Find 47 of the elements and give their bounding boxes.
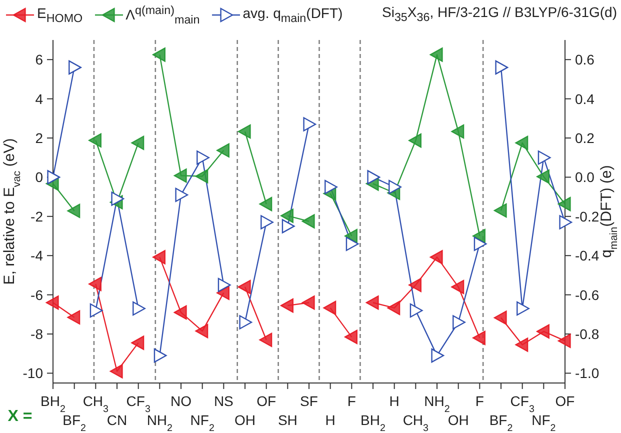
x-tick-label: NO (170, 393, 192, 409)
x-tick-label: BH$_{2}$ (360, 412, 386, 433)
y-tick-label: -4 (30, 248, 44, 264)
legend-label: avg. q$_{main}$(DFT) (242, 5, 343, 26)
x-tick-label: NH$_{2}$ (146, 412, 173, 433)
y-tick-label: -2 (30, 208, 44, 224)
x-tick-label: BF$_{2}$ (489, 412, 513, 433)
x-tick-label: OF (555, 393, 575, 409)
x-tick-label: H (325, 412, 336, 428)
chart-title: Si$_{35}$X$_{36}$, HF/3-21G // B3LYP/6-31G(d) (382, 4, 617, 24)
y2-tick-label: 0.6 (575, 52, 595, 68)
x-tick-label: OH (448, 412, 469, 428)
x-tick-label: OF (256, 393, 276, 409)
y-tick-label: 0 (35, 169, 44, 186)
x-tick-label: CF$_{3}$ (126, 393, 151, 414)
x-axis-title: X = (8, 408, 32, 425)
y-tick-label: 6 (35, 52, 44, 68)
x-tick-label: CH$_{3}$ (402, 412, 430, 433)
y2-tick-label: -0.8 (575, 326, 600, 342)
x-tick-label: BH$_{2}$ (40, 393, 66, 414)
x-tick-label: NF$_{2}$ (190, 412, 214, 433)
x-tick-label: H (389, 393, 400, 409)
x-tick-label: OH (234, 412, 256, 428)
x-tick-label: NF$_{2}$ (532, 412, 556, 433)
x-tick-label: CF$_{3}$ (510, 393, 535, 414)
x-tick-label: BF$_{2}$ (62, 412, 86, 433)
y-tick-label: 4 (35, 90, 44, 107)
y-tick-label: 2 (35, 130, 44, 146)
y2-tick-label: -0.6 (575, 286, 600, 303)
x-tick-label: CH$_{3}$ (82, 393, 110, 414)
y2-tick-label: 0.4 (575, 90, 595, 107)
y-tick-label: -6 (30, 286, 44, 303)
x-tick-label: NS (214, 393, 234, 409)
y2-tick-label: -0.2 (575, 208, 600, 224)
x-tick-label: F (347, 393, 356, 409)
x-tick-label: NH$_{2}$ (424, 393, 450, 414)
y-tick-label: -10 (22, 365, 44, 382)
y-tick-label: -8 (30, 326, 44, 342)
x-tick-label: SH (278, 412, 298, 428)
x-tick-label: F (475, 393, 484, 409)
y2-tick-label: -0.4 (575, 248, 600, 264)
y2-tick-label: 0.2 (575, 130, 595, 146)
legend-label: E$_{HOMO}$ (37, 5, 83, 26)
y2-tick-label: 0.0 (575, 169, 595, 186)
x-tick-label: CN (106, 412, 128, 428)
y2-tick-label: -1.0 (575, 365, 600, 382)
x-tick-label: SF (300, 393, 318, 409)
